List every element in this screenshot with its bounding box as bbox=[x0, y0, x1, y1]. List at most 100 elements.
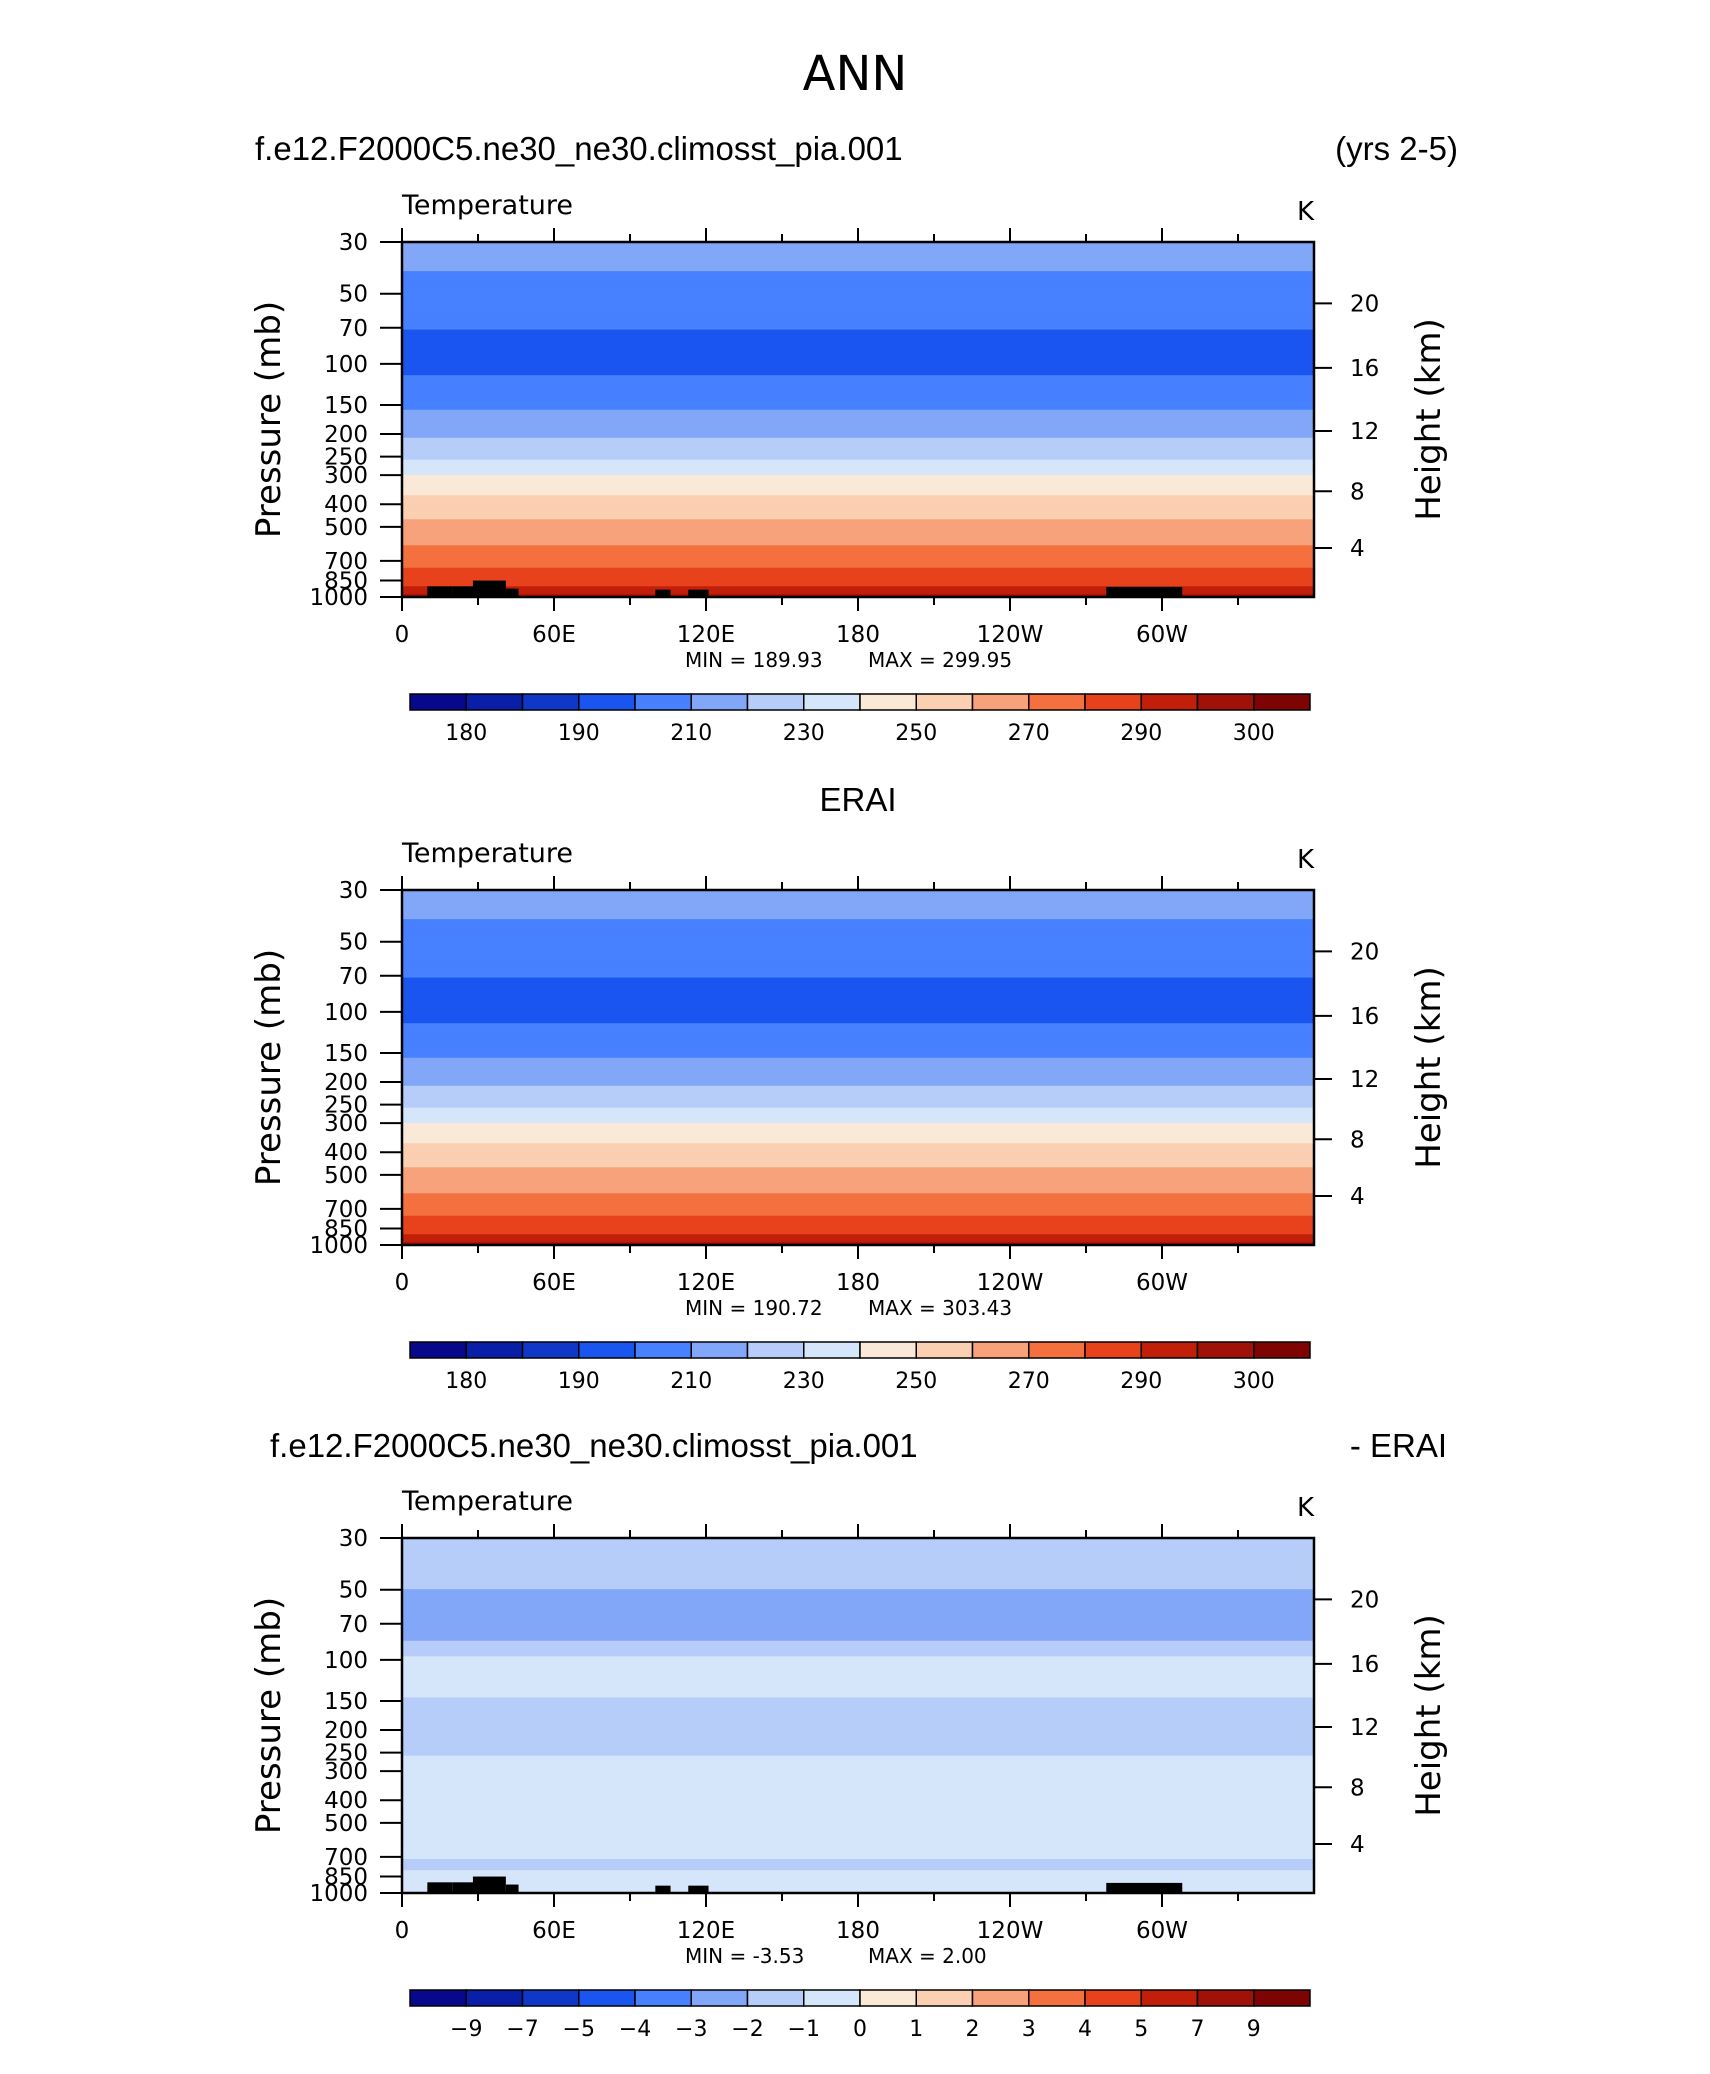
colorbar-label: 2 bbox=[966, 2017, 980, 2042]
colorbar-box bbox=[1253, 1989, 1311, 2007]
colorbar-box bbox=[915, 1989, 974, 2007]
field-band bbox=[402, 1225, 1314, 1228]
colorbar-box bbox=[578, 1341, 636, 1359]
field-band bbox=[402, 982, 1314, 989]
field-band bbox=[402, 501, 1314, 506]
field-band bbox=[402, 586, 1314, 589]
field-band bbox=[402, 992, 1314, 999]
panel-obs: 0 60E 120E 180 120W 60W3050701001502002503004… bbox=[249, 838, 1449, 1394]
field-band bbox=[402, 1654, 1314, 1658]
field-band bbox=[402, 367, 1314, 373]
colorbar-box bbox=[409, 693, 467, 711]
y-tick-label: 50 bbox=[339, 1578, 368, 1604]
colorbar-box bbox=[803, 1341, 861, 1359]
field-band bbox=[402, 1636, 1314, 1642]
field-band bbox=[402, 1128, 1314, 1132]
field-band bbox=[402, 1229, 1314, 1233]
field-band bbox=[402, 1034, 1314, 1039]
field-band bbox=[402, 1603, 1314, 1609]
colorbar-label: 0 bbox=[853, 2017, 867, 2042]
field-band bbox=[402, 581, 1314, 585]
diff-case-title: f.e12.F2000C5.ne30_ne30.climosst_pia.001 bbox=[270, 1427, 918, 1464]
field-band bbox=[402, 1831, 1314, 1837]
field-band bbox=[402, 508, 1314, 513]
min-label: MIN = 190.72 bbox=[685, 1296, 823, 1320]
field-band bbox=[402, 1019, 1314, 1024]
colorbar-box bbox=[690, 1341, 749, 1359]
field-band bbox=[402, 1107, 1314, 1112]
topography-mask bbox=[688, 589, 709, 597]
field-band bbox=[402, 1644, 1314, 1651]
field-band bbox=[402, 1133, 1314, 1137]
y-axis-title: Pressure (mb) bbox=[249, 949, 289, 1186]
field-band bbox=[402, 475, 1314, 479]
x-tick-label: 0 bbox=[395, 622, 410, 648]
field-band bbox=[402, 497, 1314, 501]
field-band bbox=[402, 1724, 1314, 1732]
field-band bbox=[402, 961, 1314, 968]
field-band bbox=[402, 511, 1314, 517]
field-band bbox=[402, 1691, 1314, 1699]
model-case-title: f.e12.F2000C5.ne30_ne30.climosst_pia.001 bbox=[255, 130, 903, 167]
colorbar-box bbox=[1196, 693, 1255, 711]
field-band bbox=[402, 1046, 1314, 1051]
y-tick-label: 300 bbox=[324, 1759, 368, 1785]
field-band bbox=[402, 977, 1314, 984]
colorbar-box bbox=[634, 1341, 692, 1359]
field-band bbox=[402, 1861, 1314, 1865]
colorbar-box bbox=[634, 1989, 692, 2007]
y-tick-label: 100 bbox=[324, 1648, 368, 1674]
y-tick-label: 500 bbox=[324, 1163, 368, 1189]
topography-mask bbox=[505, 588, 519, 597]
colorbar-box bbox=[746, 693, 805, 711]
field-band bbox=[402, 1180, 1314, 1185]
field-band bbox=[402, 904, 1314, 911]
field-band bbox=[402, 1214, 1314, 1217]
field-band bbox=[402, 392, 1314, 397]
field-band bbox=[402, 1819, 1314, 1824]
colorbar-box bbox=[690, 693, 749, 711]
field-band bbox=[402, 459, 1314, 464]
field-band bbox=[402, 1890, 1314, 1893]
field-band bbox=[402, 560, 1314, 564]
field-band bbox=[402, 1223, 1314, 1227]
field-band bbox=[402, 529, 1314, 534]
y-tick-label: 850 bbox=[324, 1865, 368, 1891]
field-band bbox=[402, 591, 1314, 594]
field-band bbox=[402, 1702, 1314, 1710]
field-band bbox=[402, 594, 1314, 597]
y2-tick-label: 16 bbox=[1350, 1004, 1379, 1030]
field-band bbox=[402, 545, 1314, 549]
topography-mask bbox=[452, 1882, 478, 1893]
field-band bbox=[402, 956, 1314, 963]
y2-axis-title: Height (km) bbox=[1409, 966, 1449, 1169]
y-tick-label: 50 bbox=[339, 930, 368, 956]
field-band bbox=[402, 1785, 1314, 1792]
field-band bbox=[402, 1220, 1314, 1224]
field-band bbox=[402, 1752, 1314, 1757]
field-band bbox=[402, 1238, 1314, 1241]
field-band bbox=[402, 1143, 1314, 1147]
colorbar-label: −1 bbox=[788, 2017, 820, 2042]
field-band bbox=[402, 589, 1314, 592]
field-band bbox=[402, 334, 1314, 341]
field-band bbox=[402, 271, 1314, 278]
field-band bbox=[402, 1768, 1314, 1772]
field-band bbox=[402, 1880, 1314, 1883]
field-band bbox=[402, 266, 1314, 272]
field-band bbox=[402, 389, 1314, 394]
colorbar-label: 250 bbox=[895, 721, 937, 746]
field-band bbox=[402, 504, 1314, 509]
y-tick-label: 400 bbox=[324, 492, 368, 518]
field-band bbox=[402, 488, 1314, 492]
field-band bbox=[402, 997, 1314, 1003]
field-band bbox=[402, 1870, 1314, 1874]
field-band bbox=[402, 1093, 1314, 1098]
field-band bbox=[402, 940, 1314, 947]
colorbar-label: −3 bbox=[675, 2017, 707, 2042]
x-tick-label: 60E bbox=[532, 1918, 576, 1944]
field-band bbox=[402, 1097, 1314, 1102]
x-tick-label: 60W bbox=[1136, 1918, 1188, 1944]
colorbar-box bbox=[521, 1341, 580, 1359]
topography-mask bbox=[452, 586, 478, 597]
